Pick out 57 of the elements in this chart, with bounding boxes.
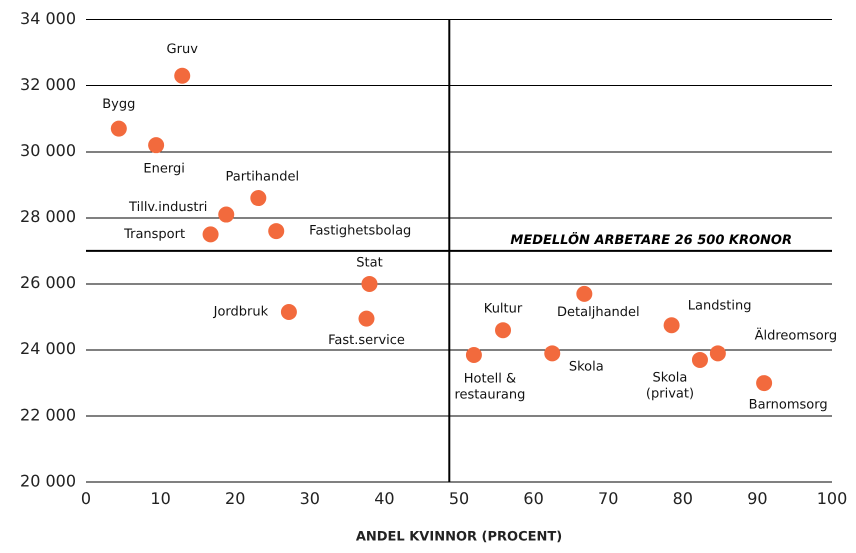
x-tick-label: 20 — [225, 488, 246, 508]
point — [280, 304, 297, 320]
point — [466, 346, 482, 363]
annotation: Hotell & restaurang — [454, 371, 526, 402]
y-tick-label: 22 000 — [20, 405, 76, 424]
x-tick-label: 100 — [816, 488, 848, 508]
point — [544, 345, 560, 362]
x-tick-label: 90 — [747, 488, 768, 508]
annotation: Detaljhandel — [557, 305, 640, 320]
point — [495, 322, 512, 338]
point — [110, 120, 127, 137]
annotation: Barnomsorg — [748, 397, 828, 412]
point — [710, 345, 726, 362]
point — [174, 68, 190, 84]
point — [218, 206, 234, 223]
y-tick-label: 34 000 — [20, 8, 76, 28]
y-tick-label: 24 000 — [20, 339, 76, 358]
annotation: Energi — [143, 162, 185, 177]
annotation: Äldreomsorg — [754, 328, 838, 344]
annotation: Fastighetsbolag — [309, 223, 412, 238]
x-tick-label: 40 — [374, 488, 395, 508]
annotation: Kultur — [484, 302, 523, 317]
annotation: Stat — [356, 255, 383, 270]
annotation: Bygg — [102, 97, 136, 112]
x-tick-label: 70 — [598, 488, 618, 508]
y-tick-label: 26 000 — [20, 273, 76, 292]
point — [250, 190, 266, 206]
point — [268, 223, 284, 240]
y-tick-label: 28 000 — [20, 207, 76, 226]
x-tick-label: 80 — [672, 488, 693, 508]
y-tick-label: 30 000 — [20, 140, 76, 160]
x-axis-title: ANDEL KVINNOR (PROCENT) — [356, 530, 562, 545]
x-tick-label: 0 — [80, 488, 92, 508]
annotation: Fast.service — [328, 333, 405, 348]
point — [358, 310, 374, 327]
ref-line-label: MEDELLÖN ARBETARE 26 500 KRONOR — [510, 230, 792, 248]
annotation: Tillv.industri — [128, 200, 208, 215]
annotation: Skola — [568, 360, 604, 375]
annotation: Partihandel — [226, 169, 300, 184]
point — [664, 317, 680, 334]
point — [692, 352, 708, 368]
x-tick-label: 50 — [448, 488, 470, 508]
annotation: Landsting — [688, 298, 752, 314]
annotation: Skola (privat) — [646, 370, 694, 402]
y-tick-label: 32 000 — [20, 74, 76, 94]
point — [361, 276, 378, 292]
x-tick-label: 60 — [523, 488, 544, 508]
annotation: Jordbruk — [212, 304, 269, 320]
point — [202, 226, 219, 242]
point — [756, 375, 772, 392]
point — [576, 286, 592, 302]
annotation: Gruv — [166, 42, 198, 58]
x-tick-label: 10 — [150, 488, 171, 508]
point — [148, 137, 164, 154]
annotation: Transport — [123, 226, 186, 242]
y-tick-label: 20 000 — [20, 471, 76, 490]
x-tick-label: 30 — [300, 488, 320, 508]
